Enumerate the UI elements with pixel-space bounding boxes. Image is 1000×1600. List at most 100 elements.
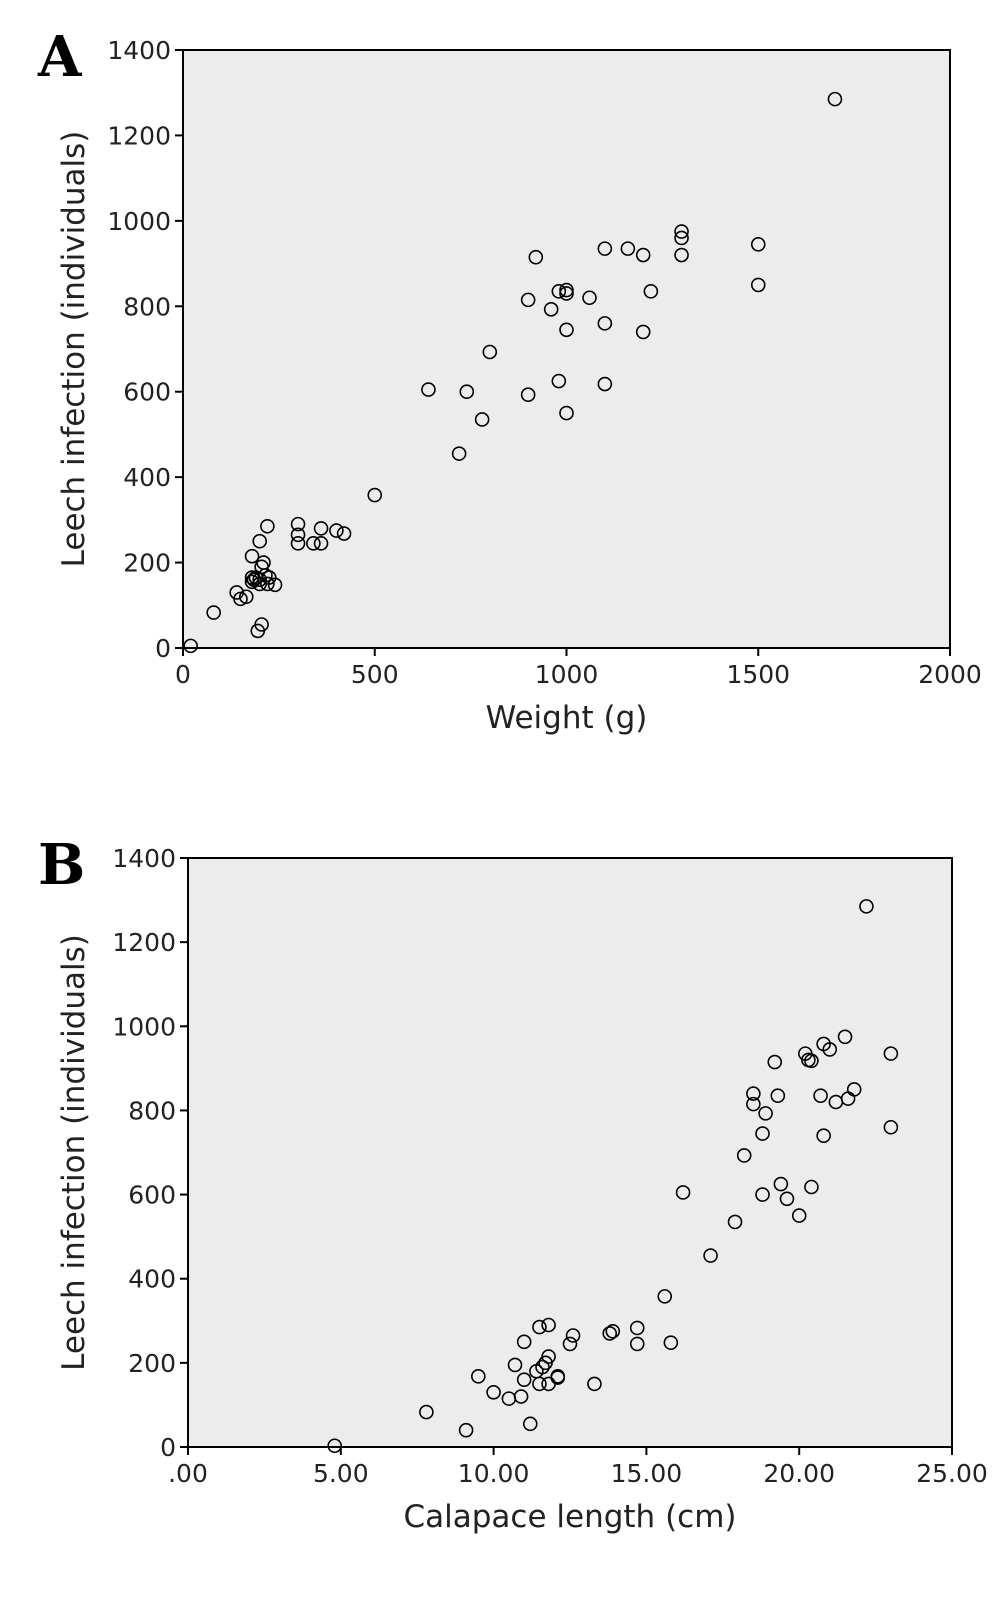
data-point [565,1328,581,1343]
data-point [543,301,559,317]
data-point [746,1086,761,1101]
data-point [883,1119,899,1135]
plot-area [187,857,953,1448]
data-point [674,230,689,246]
x-tick-label: .00 [168,1459,208,1488]
data-point [629,1336,645,1352]
y-tick-label: 400 [128,1265,176,1294]
panel-label: B [38,832,85,898]
data-point [674,224,689,239]
data-point [260,518,275,534]
data-point [313,536,329,551]
data-point [804,1179,819,1195]
data-point [551,284,567,299]
data-point [605,1324,621,1339]
data-point [520,292,536,308]
data-point [541,1349,556,1364]
data-point [643,284,659,299]
data-point [562,1336,578,1352]
data-point [750,277,766,293]
data-point [770,1088,786,1104]
data-point [459,384,475,400]
data-point [827,91,843,107]
y-tick-label: 800 [123,292,171,321]
data-point [522,1416,538,1432]
data-point [804,1053,819,1069]
plot-area [182,49,951,649]
data-point [327,1438,342,1454]
y-tick-label: 1400 [112,844,176,873]
data-point [602,1326,618,1341]
x-axis-title: Weight (g) [486,700,648,736]
data-point [635,247,651,263]
data-point [629,1320,645,1336]
data-point [520,387,536,403]
data-point [674,247,689,263]
data-point [516,1372,532,1387]
y-tick-label: 200 [128,1349,176,1378]
y-tick-label: 200 [123,549,171,578]
x-tick-label: 25.00 [916,1459,988,1488]
data-point [336,526,352,541]
y-tick-label: 400 [123,463,171,492]
data-point [773,1176,789,1192]
data-point [290,527,306,543]
data-point [755,1126,770,1141]
data-point [837,1029,853,1045]
data-point [206,605,221,620]
scatter-panel-b: B 0 200 400 600 800 1000 1200 1400 .00 5.00 10.00 15… [38,832,988,1535]
data-point [528,249,544,265]
data-point [883,1046,899,1061]
x-axis-title: Calapace length (cm) [404,1499,737,1535]
data-point [421,382,436,397]
data-point [657,1289,673,1304]
data-point [559,322,574,338]
data-point [813,1088,828,1104]
data-point [313,521,329,536]
data-point [507,1357,523,1373]
data-point [550,1369,566,1384]
data-point [535,1359,550,1375]
data-point [859,899,874,914]
data-point [663,1335,679,1350]
data-point [290,536,306,551]
y-tick-label: 1000 [112,1012,176,1041]
data-point [620,241,636,256]
data-point [597,241,613,256]
data-point [458,1422,474,1438]
y-axis-title: Leech infection (individuals) [56,131,92,568]
data-point [532,1319,547,1335]
y-tick-label: 600 [123,378,171,407]
x-tick-label: 15.00 [611,1459,683,1488]
y-tick-label: 1200 [107,121,171,150]
data-point [329,523,344,538]
y-tick-label: 800 [128,1096,176,1125]
data-point [597,376,613,392]
scatter-panel-a: A 0 200 400 600 800 1000 1200 1400 0 500 1000 1500 20… [37,24,982,736]
y-tick-label: 1400 [107,36,171,65]
y-tick-label: 1000 [107,207,171,236]
data-point [750,237,766,252]
data-point [306,536,321,551]
x-tick-label: 5.00 [313,1459,369,1488]
data-point [551,373,567,389]
data-point [736,1148,752,1163]
data-point [471,1369,486,1384]
data-point [746,1096,761,1112]
data-point [559,282,574,298]
data-point [367,487,383,503]
x-tick-label: 500 [351,660,399,689]
data-point [290,516,306,532]
y-tick-label: 1200 [112,928,176,957]
data-point [244,548,260,564]
x-tick-label: 10.00 [458,1459,530,1488]
x-tick-label: 2000 [918,660,982,689]
y-axis-title: Leech infection (individuals) [56,934,92,1371]
x-tick-label: 20.00 [763,1459,835,1488]
data-point [755,1187,770,1202]
data-point [513,1389,529,1404]
data-point [482,344,498,360]
x-tick-label: 0 [175,660,191,689]
data-point [559,405,574,421]
